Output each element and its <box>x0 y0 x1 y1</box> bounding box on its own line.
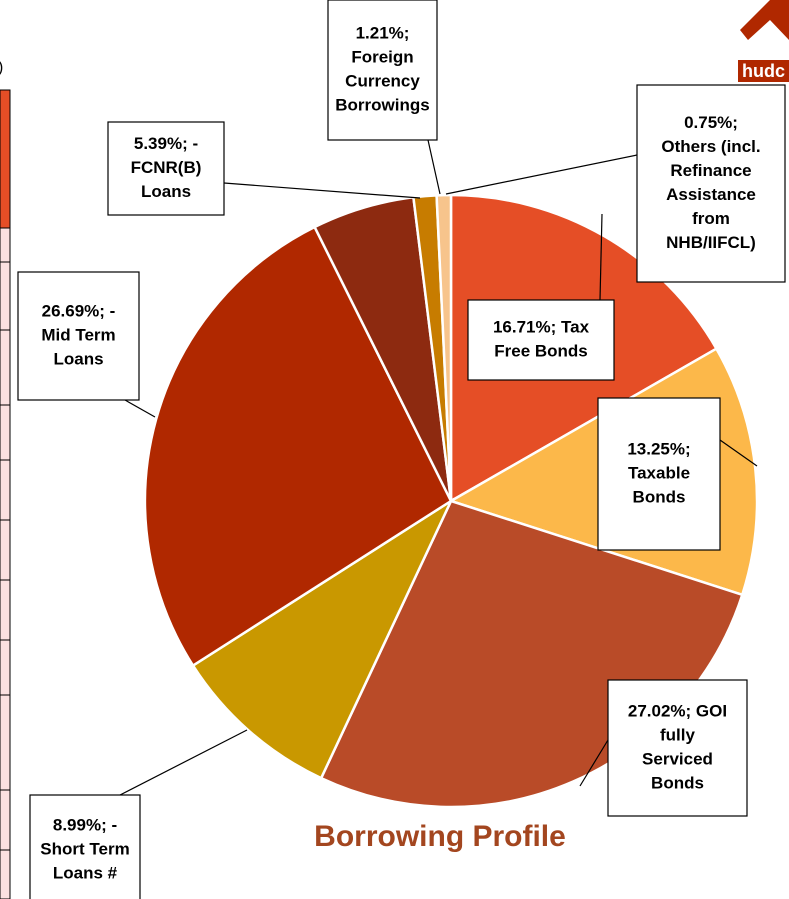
table-row-lines <box>0 261 10 851</box>
data-label: 27.02%; GOI <box>628 701 727 720</box>
table-body <box>0 227 11 899</box>
slice <box>143 225 453 668</box>
data-label: Short Term <box>40 839 129 858</box>
data-label: FCNR(B) <box>131 158 202 177</box>
data-label: 16.71%; Tax <box>493 317 590 336</box>
data-label: 5.39%; - <box>134 134 198 153</box>
data-label: Loans <box>53 349 103 368</box>
data-label: NHB/IIFCL) <box>666 233 756 252</box>
data-label: 1.21%; <box>356 23 410 42</box>
label-box <box>107 121 225 216</box>
data-label: Foreign <box>351 47 413 66</box>
logo-mark <box>740 0 789 40</box>
label-box <box>327 0 438 141</box>
label-box <box>636 84 786 283</box>
slice <box>191 497 454 780</box>
callout-line <box>124 399 156 418</box>
data-label: Assistance <box>666 185 756 204</box>
label-box <box>17 271 140 401</box>
label-box <box>467 299 615 381</box>
data-label: Bonds <box>633 487 686 506</box>
logo-text: hudc <box>742 61 785 81</box>
label-box <box>29 794 141 899</box>
chart-title: Borrowing Profile <box>314 820 566 853</box>
table-header <box>0 89 11 229</box>
callout-line <box>719 439 758 467</box>
callout-line <box>599 213 603 301</box>
data-label: Currency <box>345 71 420 90</box>
data-label: 26.69%; - <box>42 301 116 320</box>
data-label: Bonds <box>651 773 704 792</box>
data-label: Borrowings <box>335 95 429 114</box>
callout-line <box>223 182 421 199</box>
data-label: from <box>692 209 730 228</box>
callout-line <box>427 139 441 195</box>
data-label: Loans <box>141 182 191 201</box>
data-label: Serviced <box>642 749 713 768</box>
data-label: Others (incl. <box>661 137 760 156</box>
data-label: Free Bonds <box>494 341 588 360</box>
data-label: Taxable <box>628 463 690 482</box>
data-label: Refinance <box>670 161 751 180</box>
slice <box>435 193 453 502</box>
label-box <box>607 679 748 817</box>
data-label: 13.25%; <box>627 439 690 458</box>
logo-bar <box>738 60 789 82</box>
data-label: 8.99%; - <box>53 815 117 834</box>
data-label: Loans # <box>53 863 118 882</box>
left-fragment: ) <box>0 59 3 76</box>
cropped-table: ) <box>0 59 11 899</box>
data-labels: 16.71%; Tax Free Bonds 13.25%; Taxable Bonds… <box>17 0 786 899</box>
data-label: fully <box>660 725 695 744</box>
label-box <box>597 397 721 551</box>
data-label: 0.75%; <box>684 113 738 132</box>
callout-line <box>579 739 609 787</box>
callout-line <box>119 729 248 796</box>
data-label: Mid Term <box>41 325 115 344</box>
logo: hudc <box>738 0 789 82</box>
callout-line <box>445 154 638 195</box>
